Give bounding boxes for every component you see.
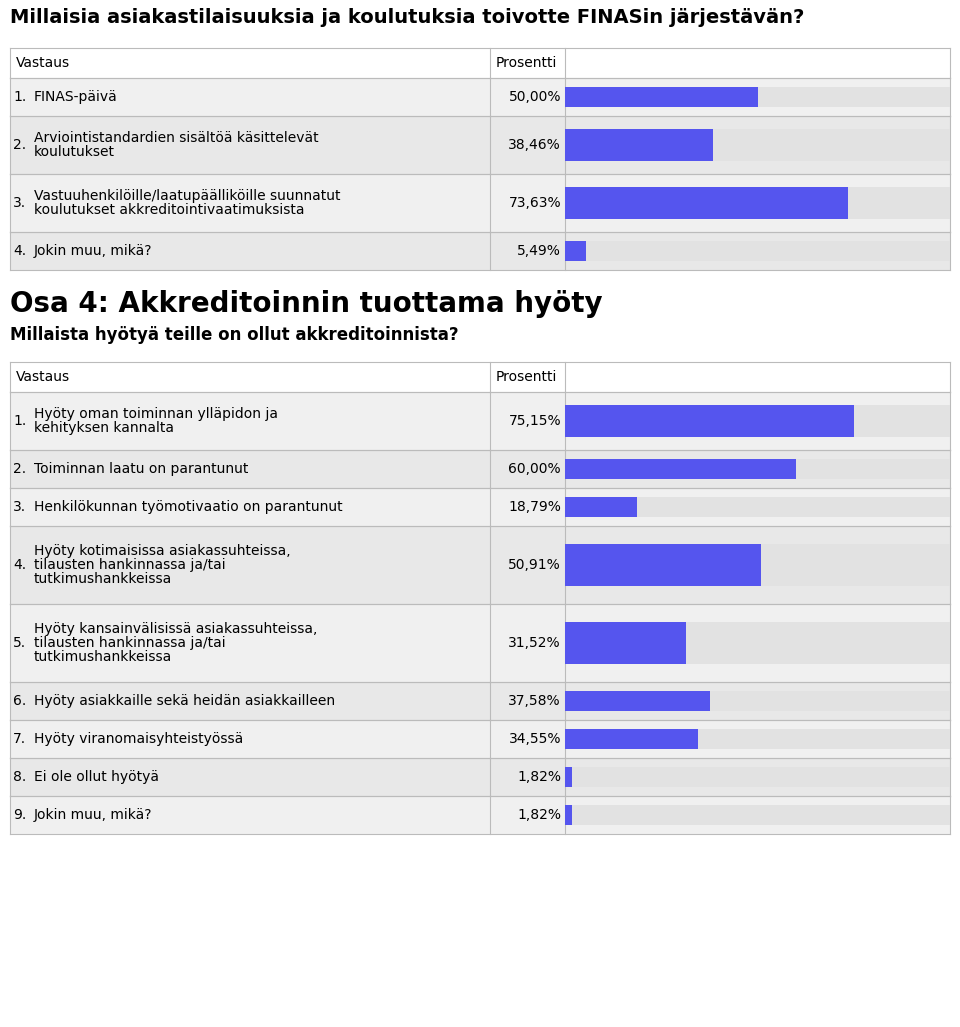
Bar <box>10 116 950 174</box>
Text: Jokin muu, mikä?: Jokin muu, mikä? <box>34 244 153 258</box>
Bar <box>10 392 950 450</box>
Bar <box>565 240 587 262</box>
Bar <box>565 129 950 161</box>
Bar <box>565 86 950 108</box>
Text: 2.: 2. <box>13 138 26 152</box>
Text: 73,63%: 73,63% <box>509 196 561 210</box>
Text: 4.: 4. <box>13 244 26 258</box>
Bar <box>10 174 950 232</box>
Text: tilausten hankinnassa ja/tai: tilausten hankinnassa ja/tai <box>34 636 226 650</box>
Bar <box>10 796 950 834</box>
Text: Osa 4: Akkreditoinnin tuottama hyöty: Osa 4: Akkreditoinnin tuottama hyöty <box>10 290 603 318</box>
Text: tutkimushankkeissa: tutkimushankkeissa <box>34 572 172 586</box>
Bar <box>565 496 950 518</box>
Text: 50,00%: 50,00% <box>509 90 561 104</box>
Text: Hyöty kotimaisissa asiakassuhteissa,: Hyöty kotimaisissa asiakassuhteissa, <box>34 544 291 558</box>
Bar <box>10 78 950 116</box>
Bar <box>565 187 950 219</box>
Text: 6.: 6. <box>13 694 26 708</box>
Text: Hyöty kansainvälisissä asiakassuhteissa,: Hyöty kansainvälisissä asiakassuhteissa, <box>34 622 318 636</box>
Text: Toiminnan laatu on parantunut: Toiminnan laatu on parantunut <box>34 462 249 476</box>
Bar <box>565 690 950 712</box>
Text: Hyöty oman toiminnan ylläpidon ja: Hyöty oman toiminnan ylläpidon ja <box>34 407 278 421</box>
Text: 31,52%: 31,52% <box>509 636 561 650</box>
Text: 2.: 2. <box>13 462 26 476</box>
Bar <box>10 362 950 392</box>
Text: Millaisia asiakastilaisuuksia ja koulutuksia toivotte FINASin järjestävän?: Millaisia asiakastilaisuuksia ja koulutu… <box>10 8 804 27</box>
Bar <box>565 766 950 788</box>
Text: Hyöty viranomaisyhteistyössä: Hyöty viranomaisyhteistyössä <box>34 732 243 746</box>
Text: Prosentti: Prosentti <box>496 56 558 70</box>
Text: 50,91%: 50,91% <box>508 558 561 572</box>
Text: 34,55%: 34,55% <box>509 732 561 746</box>
Text: Prosentti: Prosentti <box>496 370 558 384</box>
Text: 1,82%: 1,82% <box>517 808 561 822</box>
Text: tutkimushankkeissa: tutkimushankkeissa <box>34 650 172 664</box>
Bar <box>565 240 950 262</box>
Bar <box>10 720 950 758</box>
Bar <box>565 728 698 750</box>
Bar <box>565 405 854 436</box>
Bar <box>565 621 686 664</box>
Bar <box>10 604 950 682</box>
Text: 38,46%: 38,46% <box>508 138 561 152</box>
Bar <box>565 86 757 108</box>
Text: 5.: 5. <box>13 636 26 650</box>
Text: 1,82%: 1,82% <box>517 770 561 784</box>
Text: Millaista hyötyä teille on ollut akkreditoinnista?: Millaista hyötyä teille on ollut akkredi… <box>10 326 459 344</box>
Text: Vastaus: Vastaus <box>16 56 70 70</box>
Bar <box>565 458 796 480</box>
Text: tilausten hankinnassa ja/tai: tilausten hankinnassa ja/tai <box>34 558 226 572</box>
Text: 1.: 1. <box>13 90 26 104</box>
Bar <box>565 496 637 518</box>
Bar <box>565 543 761 586</box>
Text: Arviointistandardien sisältöä käsittelevät: Arviointistandardien sisältöä käsittelev… <box>34 131 319 145</box>
Bar <box>565 766 572 788</box>
Bar <box>565 621 950 664</box>
Text: 1.: 1. <box>13 414 26 428</box>
Text: Ei ole ollut hyötyä: Ei ole ollut hyötyä <box>34 770 159 784</box>
Bar <box>10 48 950 78</box>
Bar <box>565 804 950 826</box>
Text: FINAS-päivä: FINAS-päivä <box>34 90 118 104</box>
Text: koulutukset: koulutukset <box>34 145 115 159</box>
Bar <box>10 758 950 796</box>
Text: 5,49%: 5,49% <box>517 244 561 258</box>
Bar <box>565 129 713 161</box>
Text: kehityksen kannalta: kehityksen kannalta <box>34 421 174 435</box>
Text: 3.: 3. <box>13 196 26 210</box>
Bar <box>565 728 950 750</box>
Text: 8.: 8. <box>13 770 26 784</box>
Text: Vastaus: Vastaus <box>16 370 70 384</box>
Text: 75,15%: 75,15% <box>509 414 561 428</box>
Text: koulutukset akkreditointivaatimuksista: koulutukset akkreditointivaatimuksista <box>34 203 304 217</box>
Text: Jokin muu, mikä?: Jokin muu, mikä? <box>34 808 153 822</box>
Bar <box>565 543 950 586</box>
Text: 4.: 4. <box>13 558 26 572</box>
Bar <box>10 488 950 526</box>
Bar <box>565 804 572 826</box>
Text: 7.: 7. <box>13 732 26 746</box>
Bar <box>565 458 950 480</box>
Bar <box>10 232 950 270</box>
Text: 18,79%: 18,79% <box>508 500 561 514</box>
Bar <box>10 682 950 720</box>
Text: Henkilökunnan työmotivaatio on parantunut: Henkilökunnan työmotivaatio on parantunu… <box>34 500 343 514</box>
Text: Vastuuhenkilöille/laatupäälliköille suunnatut: Vastuuhenkilöille/laatupäälliköille suun… <box>34 189 341 203</box>
Bar <box>565 690 709 712</box>
Bar <box>10 450 950 488</box>
Text: 9.: 9. <box>13 808 26 822</box>
Text: 60,00%: 60,00% <box>509 462 561 476</box>
Bar <box>565 187 849 219</box>
Text: Hyöty asiakkaille sekä heidän asiakkailleen: Hyöty asiakkaille sekä heidän asiakkaill… <box>34 694 335 708</box>
Bar <box>10 526 950 604</box>
Text: 37,58%: 37,58% <box>509 694 561 708</box>
Text: 3.: 3. <box>13 500 26 514</box>
Bar <box>565 405 950 436</box>
